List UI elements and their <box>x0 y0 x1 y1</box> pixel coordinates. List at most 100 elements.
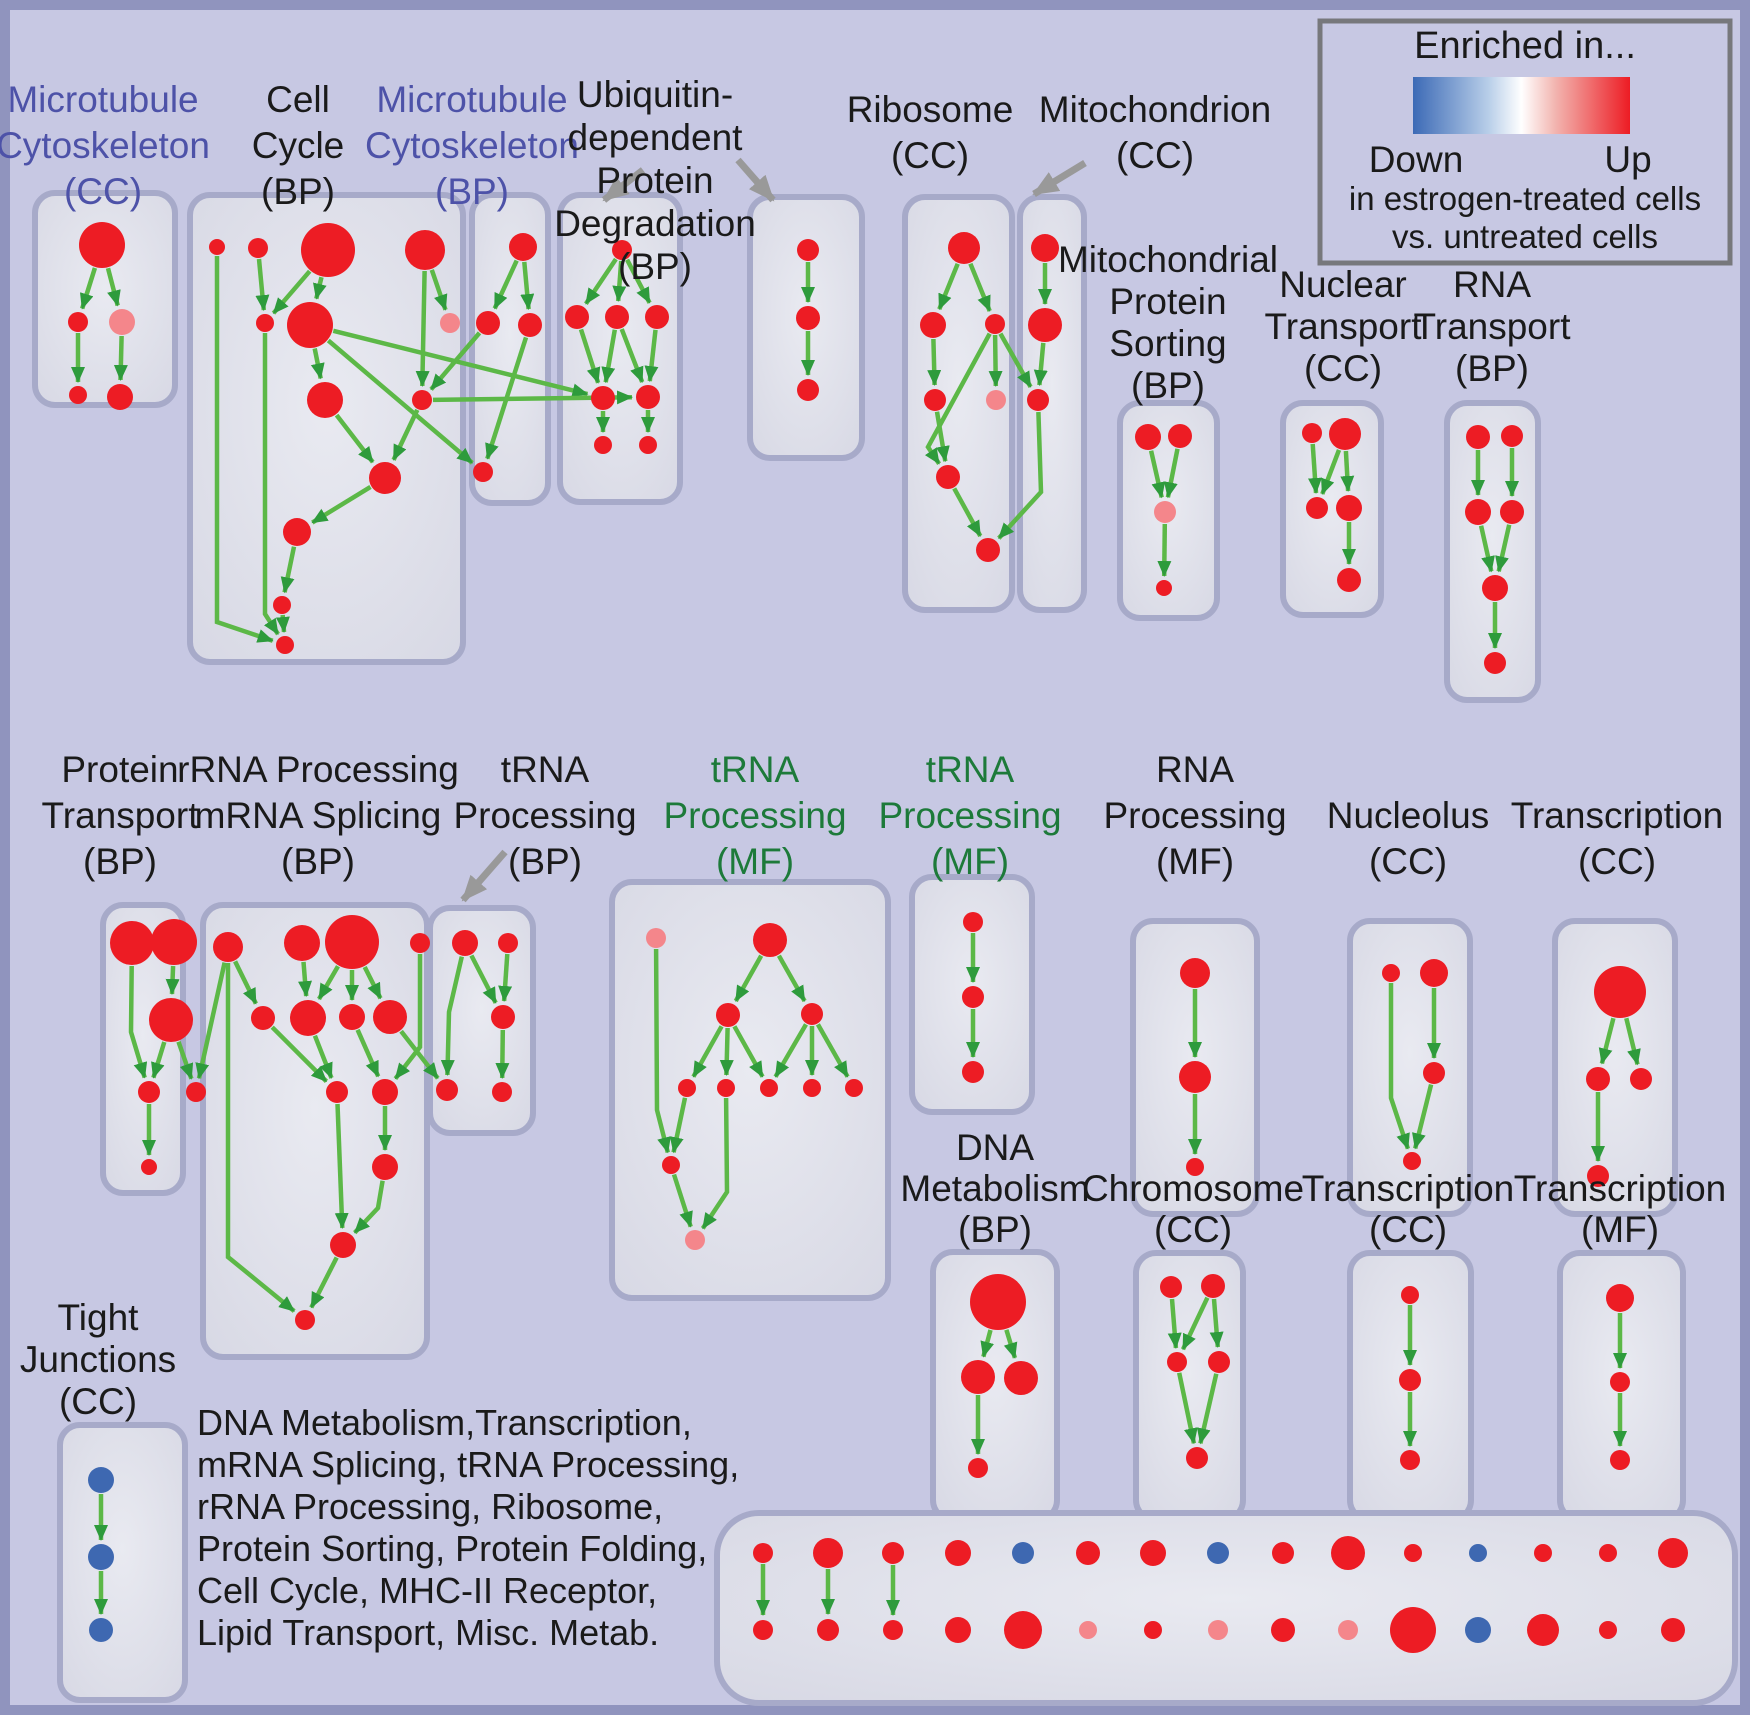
edge-f2-f4 <box>927 338 942 386</box>
edge-c3-c4 <box>485 336 529 460</box>
group-label-line: Mitochondrion <box>1039 89 1271 130</box>
group-label-line: (BP) <box>618 246 692 287</box>
go-term-node-m1 <box>646 928 666 948</box>
strip-node-bottom-7 <box>1144 1621 1162 1639</box>
label-pointer-arrow-4 <box>460 849 508 903</box>
go-term-node-a1 <box>79 222 125 268</box>
edge-i2-i4 <box>1340 450 1355 492</box>
go-term-node-b11 <box>283 518 311 546</box>
misc-categories-text-line: Protein Sorting, Protein Folding, <box>197 1528 707 1569</box>
go-term-node-x2 <box>88 1544 114 1570</box>
go-term-node-r11 <box>372 1154 398 1180</box>
edge-r11-r12 <box>353 1180 385 1235</box>
go-term-node-m10 <box>662 1156 680 1174</box>
go-term-node-n4 <box>1403 1152 1421 1170</box>
edge-n3-n4 <box>1412 1084 1434 1150</box>
strip-node-bottom-8 <box>1208 1620 1228 1640</box>
group-box-chromosome-cc <box>1133 1250 1246 1523</box>
go-term-node-b2 <box>248 238 268 258</box>
edge-c1-c2 <box>492 259 519 310</box>
edge-b6-b8 <box>310 348 325 380</box>
go-term-node-x1 <box>88 1467 114 1493</box>
edge-b3-b5 <box>271 269 312 315</box>
go-term-node-i2 <box>1329 418 1361 450</box>
go-term-node-i4 <box>1336 495 1362 521</box>
go-term-node-u3 <box>1630 1068 1652 1090</box>
edge-m6-m11 <box>700 1097 730 1230</box>
edge-c1-c3 <box>520 261 535 311</box>
go-term-node-h2 <box>1168 424 1192 448</box>
group-label-line: (CC) <box>64 171 142 212</box>
group-label-line: (BP) <box>281 841 355 882</box>
misc-categories-text-line: Lipid Transport, Misc. Metab. <box>197 1612 659 1653</box>
group-box-mitochondrion-cc <box>1017 194 1087 613</box>
go-term-node-t1 <box>452 930 478 956</box>
group-label-line: (MF) <box>716 841 794 882</box>
group-label-line: Cycle <box>252 125 345 166</box>
go-term-node-f7 <box>976 538 1000 562</box>
group-label-line: tRNA <box>711 749 800 790</box>
legend-subtitle-line1: in estrogen-treated cells <box>1349 180 1701 217</box>
edge-r9-r12 <box>334 1103 349 1229</box>
edge-r1-r13 <box>225 963 296 1313</box>
go-term-node-c1 <box>509 233 537 261</box>
group-label-line: (CC) <box>59 1381 137 1422</box>
go-term-node-u4 <box>1587 1165 1609 1187</box>
go-term-node-ch2 <box>1201 1274 1225 1298</box>
edge-b6-d5 <box>332 328 589 398</box>
edge-a3-a5 <box>113 335 128 381</box>
group-label-line: Transport <box>42 795 200 836</box>
go-term-node-w2 <box>1610 1372 1630 1392</box>
group-label-line: Nuclear <box>1279 264 1407 305</box>
group-label-line: (CC) <box>1369 841 1447 882</box>
edge-h1-h3 <box>1148 450 1166 499</box>
group-box-tight-junctions-cc <box>57 1422 188 1703</box>
go-term-node-n2 <box>1420 959 1448 987</box>
edge-m3-m5 <box>691 1025 724 1078</box>
go-term-node-j4 <box>1500 500 1524 524</box>
go-term-node-w1 <box>1606 1284 1634 1312</box>
group-label-line: (CC) <box>1116 135 1194 176</box>
go-term-node-d3 <box>605 305 629 329</box>
go-term-node-b4 <box>405 230 445 270</box>
go-term-node-v3 <box>1400 1450 1420 1470</box>
go-term-node-da1 <box>970 1274 1026 1330</box>
edge-da1-da3 <box>1003 1329 1018 1359</box>
edge-d3-d5 <box>601 329 618 384</box>
group-label-line: Cytoskeleton <box>0 125 210 166</box>
go-term-node-f3 <box>985 314 1005 334</box>
go-term-node-x3 <box>89 1618 113 1642</box>
edge-t1-t4 <box>440 956 464 1076</box>
edge-r3-r6 <box>317 965 340 1001</box>
go-term-node-a3 <box>109 309 135 335</box>
strip-node-bottom-14 <box>1599 1621 1617 1639</box>
go-term-node-m3 <box>716 1003 740 1027</box>
go-term-node-d8 <box>639 436 657 454</box>
edge-b4-b9 <box>415 270 430 387</box>
go-term-node-b5 <box>256 314 274 332</box>
group-label-line: (CC) <box>1369 1209 1447 1250</box>
go-term-node-n1 <box>1382 964 1400 982</box>
strip-node-bottom-15 <box>1661 1618 1685 1642</box>
group-label-line: (BP) <box>1455 348 1529 389</box>
edge-t3-t5 <box>495 1029 510 1079</box>
edge-r8-t4 <box>399 1029 440 1080</box>
go-term-node-r7 <box>339 1004 365 1030</box>
edge-b2-b5 <box>255 258 270 312</box>
go-term-node-t2 <box>498 933 518 953</box>
edge-r4-r10 <box>393 954 423 1080</box>
edge-m5-m10 <box>669 1097 688 1154</box>
go-term-node-q3 <box>1186 1158 1204 1176</box>
edge-b8-b10 <box>334 413 375 464</box>
go-term-node-i5 <box>1337 568 1361 592</box>
group-label-line: (CC) <box>1304 348 1382 389</box>
legend-up-label: Up <box>1604 139 1651 180</box>
group-label-line: (BP) <box>958 1209 1032 1250</box>
edge-b12-b13 <box>275 614 290 633</box>
go-term-node-da3 <box>1004 1361 1038 1395</box>
edge-b11-b12 <box>280 546 297 594</box>
edge-h2-h3 <box>1163 448 1180 499</box>
go-term-node-s1 <box>963 912 983 932</box>
